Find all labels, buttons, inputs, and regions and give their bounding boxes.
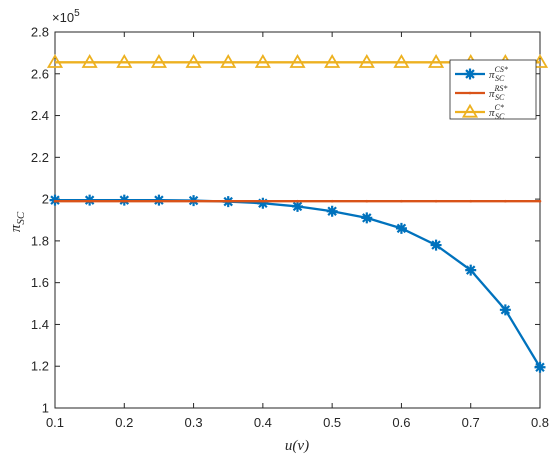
data-point [46,53,64,68]
y-axis-label: πSC [8,211,27,232]
x-tick-label: 0.8 [531,415,549,430]
data-point [330,199,334,203]
legend-label-subscript: SC [495,112,505,121]
x-tick-label: 0.7 [462,415,480,430]
legend-swatch-marker [464,68,476,80]
legend-entry: πCS* SC [455,65,508,83]
data-point [81,53,98,68]
data-point [296,199,299,203]
data-point [254,53,271,68]
y-axis-label-sub: SC [15,211,27,225]
legend-label: πCS* SC [489,65,508,83]
series [53,199,542,203]
marker-core [537,364,543,370]
marker-core [329,208,335,214]
scale-factor-base: ×10 [52,10,74,25]
data-point [358,53,375,68]
data-point [257,197,269,209]
marker-core [398,225,405,231]
data-point [116,53,133,68]
data-point [326,205,338,217]
data-point [292,200,303,212]
legend-entry: πRS* SC [455,84,507,102]
legend-label-main: π [489,69,495,81]
legend-entry: πC* SC [455,103,505,121]
legend-label-superscript: CS* [495,65,508,74]
legend-label-main: π [489,107,495,119]
data-point [430,239,442,251]
data-point [428,53,445,68]
marker-core [294,203,301,210]
data-point [469,199,473,203]
x-tick-label: 0.2 [115,415,133,430]
scale-factor-label: ×105 [52,8,80,25]
y-tick-label: 1.8 [31,233,49,248]
data-point [53,199,57,203]
marker-core [364,215,370,221]
data-point [538,199,542,203]
legend-box [449,59,537,120]
data-point [361,212,373,224]
y-tick-label: 2.6 [31,66,49,81]
legend-swatch-marker [461,103,479,118]
data-point [324,53,341,68]
data-point [150,53,167,68]
data-point [365,199,369,203]
data-point [261,199,265,203]
y-tick-label: 1.6 [31,275,49,290]
data-point [157,199,161,203]
data-point [504,199,507,203]
y-tick-label: 1.2 [31,359,49,374]
x-tick-label: 0.5 [323,415,341,430]
y-axis-label-main: π [8,224,24,232]
x-tick-label: 0.3 [185,415,203,430]
legend-label-subscript: SC [495,93,505,102]
marker-core [433,242,439,248]
marker-core [467,71,473,77]
data-point [465,264,477,276]
data-point [434,199,438,203]
legend-label-superscript: RS* [494,84,508,93]
legend-swatch-marker [468,91,472,95]
data-point [226,199,230,203]
y-tick-label: 2.4 [31,108,49,123]
x-tick-label: 0.1 [46,415,64,430]
data-point [289,53,306,68]
y-tick-label: 1 [42,401,49,416]
data-point [88,199,91,203]
data-point [534,361,546,373]
data-point [192,199,195,203]
legend-label-subscript: SC [495,74,505,83]
data-point [400,199,403,203]
data-point [395,222,407,234]
x-tick-label: 0.6 [392,415,410,430]
y-tick-label: 2 [42,192,49,207]
y-tick-label: 2.2 [31,150,49,165]
legend-label-superscript: C* [495,103,504,112]
marker-core [468,267,474,273]
x-axis-label: u(v) [285,438,309,454]
axis-ticks: 0.1 0.2 0.3 0.4 0.5 0.6 0.7 0.8 1 1.2 1.4 1.6 1.8 2 2.… [31,25,549,431]
data-point [499,304,511,316]
x-tick-label: 0.4 [254,415,272,430]
marker-core [502,307,508,313]
data-point [220,53,237,68]
data-point [185,53,202,68]
legend-label: πRS* SC [489,84,507,102]
data-point [393,53,410,68]
data-point [531,53,549,68]
y-tick-label: 1.4 [31,317,49,332]
data-point [122,199,126,203]
legend-label: πC* SC [489,103,505,121]
scale-factor-exponent: 5 [74,8,80,19]
y-tick-label: 2.8 [31,25,49,40]
legend-label-main: π [489,88,495,100]
